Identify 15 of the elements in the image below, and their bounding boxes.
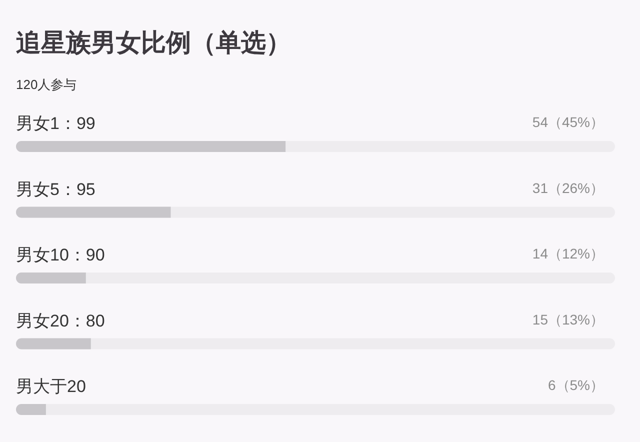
data-label: 15（13%） [532,311,604,328]
chart-title: 追星族男女比例（单选） [16,29,291,57]
data-label: 14（12%） [532,246,604,262]
data-label: 6（5%） [548,377,604,393]
y-tick-label: 男女1：99 [16,114,96,133]
bar [16,338,91,350]
y-tick-label: 男女20：80 [16,311,105,330]
y-tick-label: 男大于20 [16,377,86,396]
bar [16,272,86,284]
data-label: 54（45%） [532,114,604,130]
data-label: 31（26%） [532,180,604,196]
bar [16,404,46,415]
y-tick-label: 男女5：95 [16,180,96,199]
y-tick-label: 男女10：90 [16,246,105,264]
chart-subtitle: 120人参与 [16,77,77,92]
